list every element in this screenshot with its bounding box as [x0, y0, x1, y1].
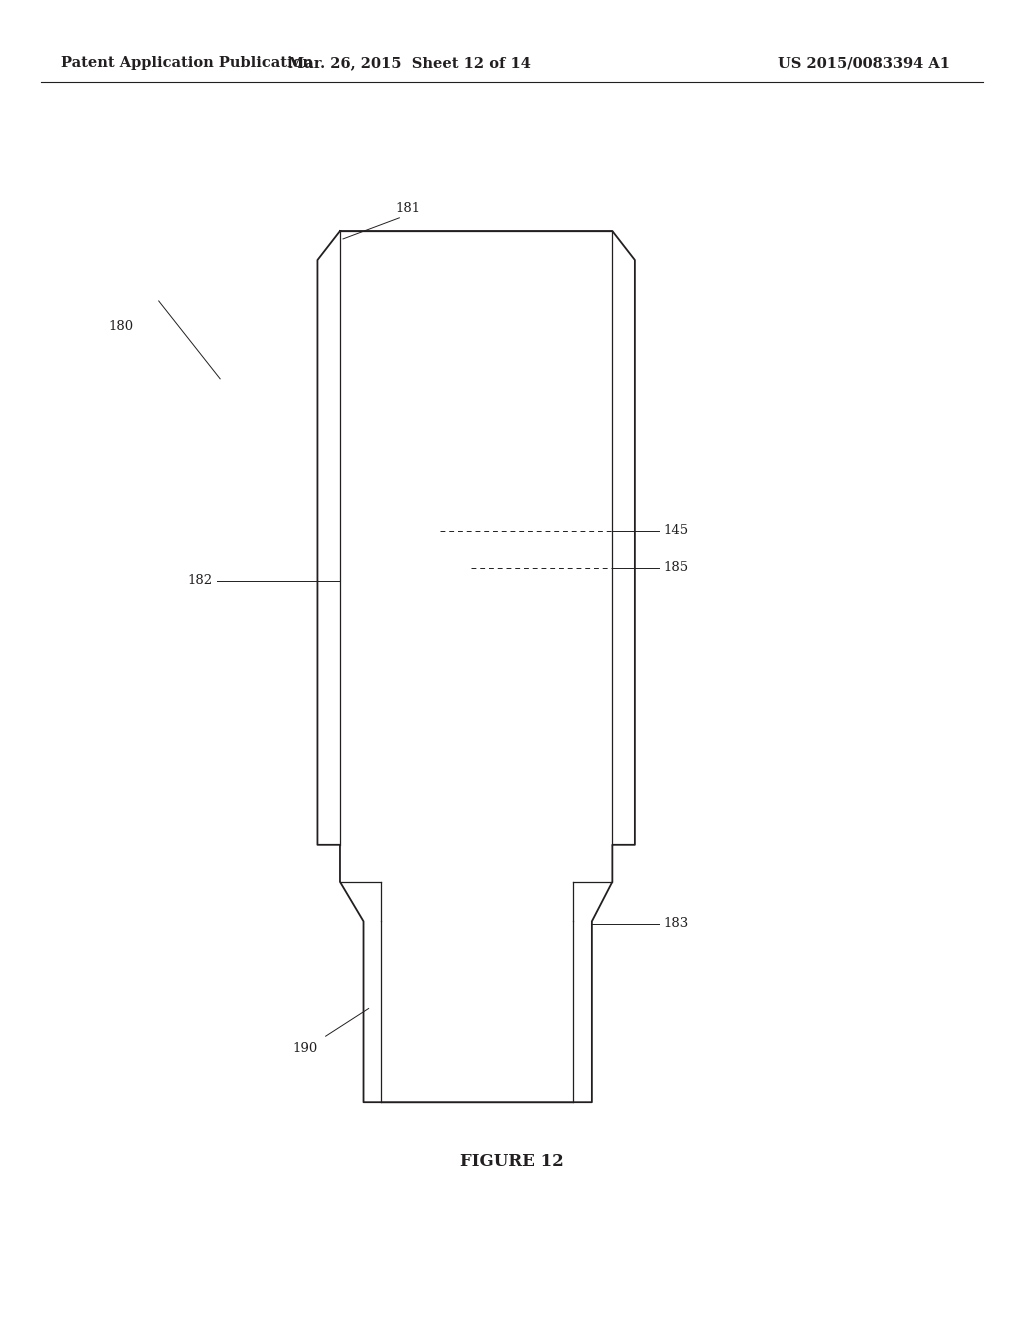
- Text: 183: 183: [664, 917, 689, 931]
- Text: 182: 182: [187, 574, 213, 587]
- Text: 181: 181: [395, 202, 420, 215]
- Text: US 2015/0083394 A1: US 2015/0083394 A1: [778, 57, 950, 70]
- Text: 145: 145: [664, 524, 689, 537]
- Text: 190: 190: [293, 1041, 317, 1055]
- Text: 185: 185: [664, 561, 689, 574]
- Text: FIGURE 12: FIGURE 12: [460, 1154, 564, 1170]
- Text: Mar. 26, 2015  Sheet 12 of 14: Mar. 26, 2015 Sheet 12 of 14: [288, 57, 531, 70]
- Text: 180: 180: [108, 319, 133, 333]
- Text: Patent Application Publication: Patent Application Publication: [61, 57, 313, 70]
